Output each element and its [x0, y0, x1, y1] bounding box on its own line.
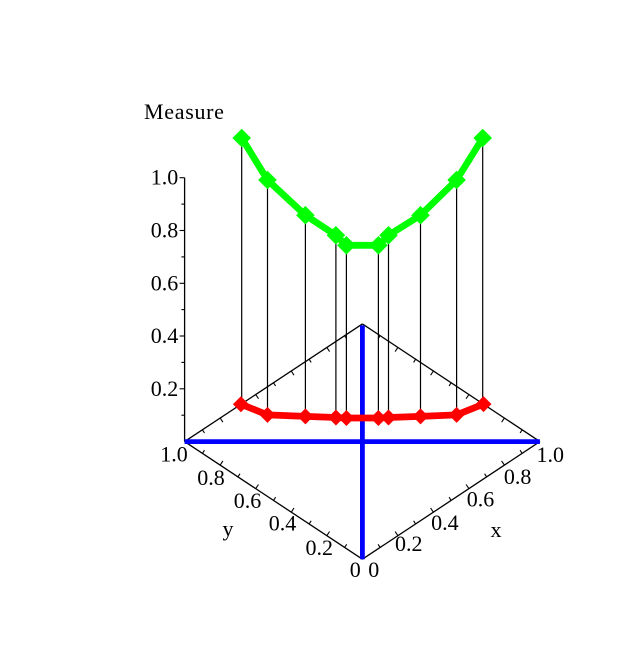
svg-text:0.4: 0.4 — [431, 510, 459, 535]
svg-text:x: x — [491, 517, 502, 542]
svg-text:1.0: 1.0 — [151, 165, 179, 190]
svg-text:0.6: 0.6 — [234, 488, 262, 513]
svg-text:1.0: 1.0 — [537, 442, 565, 467]
svg-text:0.4: 0.4 — [151, 323, 179, 348]
svg-text:0.6: 0.6 — [151, 270, 179, 295]
svg-text:1.0: 1.0 — [160, 442, 188, 467]
svg-text:0.8: 0.8 — [197, 465, 225, 490]
svg-text:0.4: 0.4 — [269, 511, 297, 536]
svg-text:0.2: 0.2 — [395, 531, 423, 556]
svg-text:0.2: 0.2 — [151, 376, 179, 401]
svg-text:0.6: 0.6 — [467, 487, 495, 512]
svg-text:Measure: Measure — [144, 99, 225, 124]
svg-text:y: y — [223, 516, 234, 541]
svg-text:0.8: 0.8 — [504, 464, 532, 489]
svg-text:0.2: 0.2 — [306, 535, 334, 560]
svg-text:0.8: 0.8 — [151, 218, 179, 243]
svg-text:0: 0 — [350, 557, 361, 582]
svg-text:0: 0 — [368, 557, 379, 582]
